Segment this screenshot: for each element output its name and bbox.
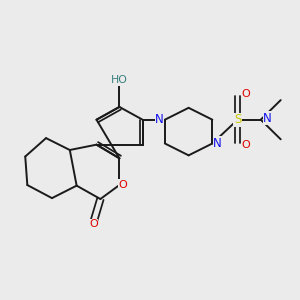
Text: O: O xyxy=(242,89,250,100)
Text: N: N xyxy=(155,113,164,126)
Text: N: N xyxy=(213,137,222,150)
Text: O: O xyxy=(242,140,250,150)
Text: HO: HO xyxy=(111,75,128,85)
Text: N: N xyxy=(263,112,272,125)
Text: O: O xyxy=(89,219,98,229)
Text: O: O xyxy=(118,180,127,190)
Text: S: S xyxy=(234,113,241,126)
